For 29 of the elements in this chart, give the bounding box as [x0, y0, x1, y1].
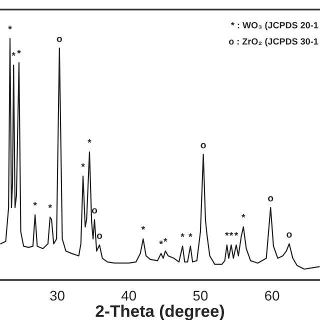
- annotation: *: [81, 163, 85, 167]
- annotation: o: [286, 232, 292, 238]
- annotation: *: [33, 202, 37, 206]
- text: * : WO₃ (JCPDS 20-1: [230, 22, 318, 30]
- annotation: *: [8, 26, 12, 30]
- annotation: *: [229, 232, 234, 236]
- annotation: *: [12, 52, 16, 56]
- x-tick-label: 30: [50, 290, 64, 301]
- annotation: *: [17, 50, 21, 54]
- annotation: o : ZrO₂ (JCPDS 30-1: [228, 38, 318, 46]
- x-axis-title: 2-Theta (degree): [96, 304, 224, 320]
- annotation: o: [268, 196, 274, 202]
- x-tick-label: 40: [121, 290, 136, 301]
- annotation: *: [180, 233, 184, 237]
- annotation: o: [96, 234, 102, 239]
- annotation: o: [92, 208, 98, 214]
- annotation: *: [164, 238, 168, 242]
- x-tick-label: 50: [193, 290, 208, 301]
- annotation: o: [200, 143, 206, 148]
- x-tick-label: 60: [265, 290, 280, 301]
- annotation: *: [159, 240, 163, 244]
- annotation: o: [56, 36, 62, 42]
- annotation: *: [88, 139, 92, 143]
- annotation: *: [188, 233, 192, 237]
- annotation: *: [48, 204, 52, 208]
- annotation: *: [141, 226, 146, 230]
- annotation: *: [242, 214, 246, 218]
- annotation: *: [234, 232, 238, 236]
- annotation: *: [225, 232, 229, 236]
